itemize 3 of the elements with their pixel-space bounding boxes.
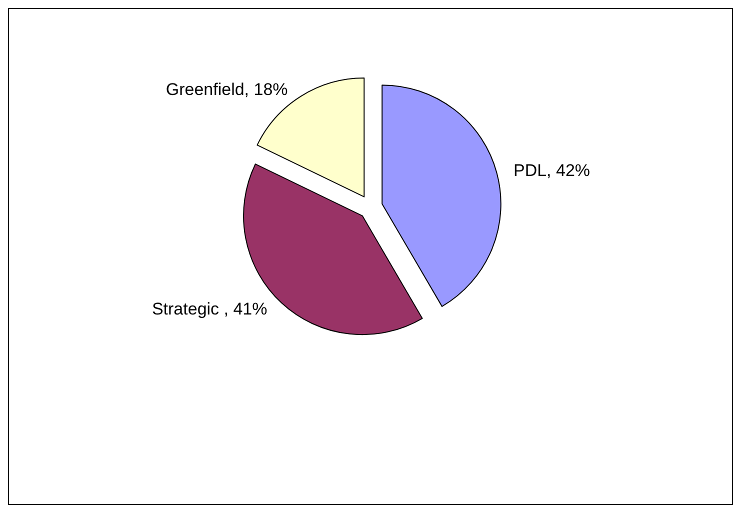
slice-label: Strategic , 41% [152, 299, 268, 318]
slice-label: PDL, 42% [513, 161, 590, 180]
slice-label: Greenfield, 18% [166, 80, 288, 99]
